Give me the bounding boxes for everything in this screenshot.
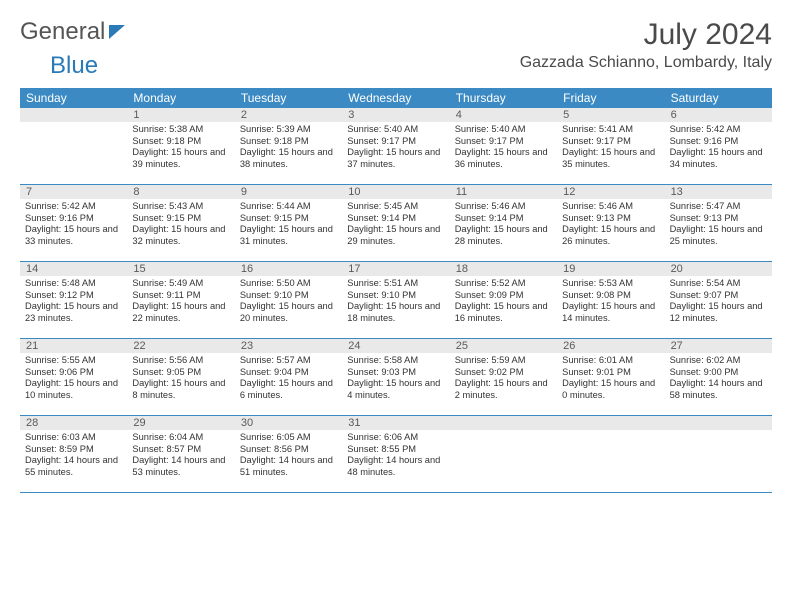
logo-text-part1: General (20, 18, 105, 46)
weekday-header: Friday (557, 88, 664, 108)
day-number: 12 (557, 185, 664, 199)
day-cell: Sunrise: 5:38 AMSunset: 9:18 PMDaylight:… (127, 122, 234, 184)
calendar: Sunday Monday Tuesday Wednesday Thursday… (20, 88, 772, 493)
day-number (20, 108, 127, 122)
weekday-header: Monday (127, 88, 234, 108)
daynum-row: 123456 (20, 108, 772, 122)
day-number: 11 (450, 185, 557, 199)
day-cell (20, 122, 127, 184)
day-cell: Sunrise: 5:46 AMSunset: 9:13 PMDaylight:… (557, 199, 664, 261)
day-cell: Sunrise: 6:03 AMSunset: 8:59 PMDaylight:… (20, 430, 127, 492)
week-content-row: Sunrise: 6:03 AMSunset: 8:59 PMDaylight:… (20, 430, 772, 492)
day-number: 21 (20, 339, 127, 353)
daynum-row: 21222324252627 (20, 339, 772, 353)
day-number: 25 (450, 339, 557, 353)
day-cell: Sunrise: 5:55 AMSunset: 9:06 PMDaylight:… (20, 353, 127, 415)
day-number: 2 (235, 108, 342, 122)
week-content-row: Sunrise: 5:38 AMSunset: 9:18 PMDaylight:… (20, 122, 772, 184)
day-cell: Sunrise: 5:50 AMSunset: 9:10 PMDaylight:… (235, 276, 342, 338)
weekday-header: Thursday (450, 88, 557, 108)
day-cell: Sunrise: 5:40 AMSunset: 9:17 PMDaylight:… (450, 122, 557, 184)
day-number: 18 (450, 262, 557, 276)
weekday-header: Saturday (665, 88, 772, 108)
day-number (450, 416, 557, 430)
day-number: 5 (557, 108, 664, 122)
day-number: 16 (235, 262, 342, 276)
week-content-row: Sunrise: 5:48 AMSunset: 9:12 PMDaylight:… (20, 276, 772, 338)
day-cell: Sunrise: 5:42 AMSunset: 9:16 PMDaylight:… (20, 199, 127, 261)
daynum-row: 28293031 (20, 416, 772, 430)
week-content-row: Sunrise: 5:55 AMSunset: 9:06 PMDaylight:… (20, 353, 772, 415)
day-cell: Sunrise: 5:51 AMSunset: 9:10 PMDaylight:… (342, 276, 449, 338)
logo-triangle-icon (109, 25, 125, 39)
day-cell: Sunrise: 6:05 AMSunset: 8:56 PMDaylight:… (235, 430, 342, 492)
day-cell (665, 430, 772, 492)
weekday-header: Wednesday (342, 88, 449, 108)
day-cell: Sunrise: 5:56 AMSunset: 9:05 PMDaylight:… (127, 353, 234, 415)
day-number: 4 (450, 108, 557, 122)
day-cell: Sunrise: 5:40 AMSunset: 9:17 PMDaylight:… (342, 122, 449, 184)
day-number: 14 (20, 262, 127, 276)
logo: General (20, 18, 125, 46)
day-number: 30 (235, 416, 342, 430)
day-cell: Sunrise: 5:43 AMSunset: 9:15 PMDaylight:… (127, 199, 234, 261)
weekday-header: Sunday (20, 88, 127, 108)
day-cell: Sunrise: 5:53 AMSunset: 9:08 PMDaylight:… (557, 276, 664, 338)
day-number: 15 (127, 262, 234, 276)
weeks-container: 123456Sunrise: 5:38 AMSunset: 9:18 PMDay… (20, 108, 772, 493)
day-cell: Sunrise: 5:42 AMSunset: 9:16 PMDaylight:… (665, 122, 772, 184)
day-number: 19 (557, 262, 664, 276)
week-content-row: Sunrise: 5:42 AMSunset: 9:16 PMDaylight:… (20, 199, 772, 261)
day-number: 10 (342, 185, 449, 199)
weekday-header-row: Sunday Monday Tuesday Wednesday Thursday… (20, 88, 772, 108)
day-number: 6 (665, 108, 772, 122)
weekday-header: Tuesday (235, 88, 342, 108)
logo-text-part2: Blue (50, 52, 98, 79)
day-cell: Sunrise: 6:04 AMSunset: 8:57 PMDaylight:… (127, 430, 234, 492)
title-block: July 2024 Gazzada Schianno, Lombardy, It… (520, 18, 772, 72)
day-number: 3 (342, 108, 449, 122)
day-number: 27 (665, 339, 772, 353)
day-cell (450, 430, 557, 492)
day-number: 17 (342, 262, 449, 276)
day-number: 28 (20, 416, 127, 430)
day-number (557, 416, 664, 430)
day-cell: Sunrise: 6:02 AMSunset: 9:00 PMDaylight:… (665, 353, 772, 415)
day-number: 23 (235, 339, 342, 353)
day-cell: Sunrise: 5:58 AMSunset: 9:03 PMDaylight:… (342, 353, 449, 415)
day-cell: Sunrise: 5:52 AMSunset: 9:09 PMDaylight:… (450, 276, 557, 338)
day-number: 13 (665, 185, 772, 199)
day-cell: Sunrise: 5:57 AMSunset: 9:04 PMDaylight:… (235, 353, 342, 415)
day-number: 26 (557, 339, 664, 353)
day-cell: Sunrise: 5:47 AMSunset: 9:13 PMDaylight:… (665, 199, 772, 261)
month-title: July 2024 (520, 18, 772, 52)
day-number: 24 (342, 339, 449, 353)
day-number: 31 (342, 416, 449, 430)
day-cell: Sunrise: 5:54 AMSunset: 9:07 PMDaylight:… (665, 276, 772, 338)
day-cell: Sunrise: 6:06 AMSunset: 8:55 PMDaylight:… (342, 430, 449, 492)
day-cell (557, 430, 664, 492)
day-number: 22 (127, 339, 234, 353)
day-cell: Sunrise: 5:59 AMSunset: 9:02 PMDaylight:… (450, 353, 557, 415)
day-cell: Sunrise: 5:49 AMSunset: 9:11 PMDaylight:… (127, 276, 234, 338)
day-cell: Sunrise: 5:46 AMSunset: 9:14 PMDaylight:… (450, 199, 557, 261)
day-number: 20 (665, 262, 772, 276)
day-number: 1 (127, 108, 234, 122)
day-number: 8 (127, 185, 234, 199)
day-cell: Sunrise: 5:41 AMSunset: 9:17 PMDaylight:… (557, 122, 664, 184)
day-number: 7 (20, 185, 127, 199)
day-cell: Sunrise: 5:45 AMSunset: 9:14 PMDaylight:… (342, 199, 449, 261)
day-cell: Sunrise: 5:48 AMSunset: 9:12 PMDaylight:… (20, 276, 127, 338)
day-cell: Sunrise: 5:39 AMSunset: 9:18 PMDaylight:… (235, 122, 342, 184)
day-number: 9 (235, 185, 342, 199)
day-number: 29 (127, 416, 234, 430)
daynum-row: 14151617181920 (20, 262, 772, 276)
day-number (665, 416, 772, 430)
daynum-row: 78910111213 (20, 185, 772, 199)
location-text: Gazzada Schianno, Lombardy, Italy (520, 54, 772, 72)
day-cell: Sunrise: 6:01 AMSunset: 9:01 PMDaylight:… (557, 353, 664, 415)
day-cell: Sunrise: 5:44 AMSunset: 9:15 PMDaylight:… (235, 199, 342, 261)
